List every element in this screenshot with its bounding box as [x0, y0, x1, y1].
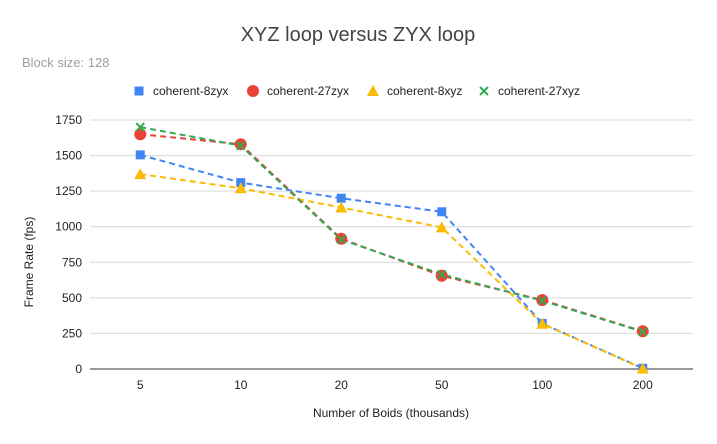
series-line-coherent-27xyz [140, 126, 644, 333]
legend-label: coherent-27zyx [267, 84, 349, 98]
series-markers [134, 122, 649, 374]
data-point-coherent-27zyx [234, 138, 247, 151]
legend-marker-coherent-27xyz [479, 86, 489, 96]
data-point-coherent-27xyz [537, 295, 547, 306]
legend-marker-coherent-27zyx [247, 85, 259, 97]
data-point-coherent-27zyx [435, 269, 448, 282]
x-tick-label: 5 [137, 378, 144, 392]
legend-label: coherent-8xyz [387, 84, 462, 98]
y-tick-label: 0 [75, 362, 82, 376]
legend-marker-coherent-8xyz [367, 85, 379, 96]
marker-stroke [135, 122, 145, 132]
x-tick-label: 200 [633, 378, 653, 392]
y-tick-label: 1500 [55, 149, 82, 163]
y-axis-label: Frame Rate (fps) [22, 217, 36, 308]
data-point-coherent-8zyx [437, 207, 447, 217]
series-line-coherent-8xyz [140, 173, 644, 370]
x-axis-label: Number of Boids (thousands) [313, 406, 469, 420]
data-point-coherent-8xyz [234, 182, 247, 194]
y-tick-label: 250 [62, 326, 82, 340]
data-point-coherent-27xyz [638, 327, 648, 337]
data-point-coherent-8zyx [135, 150, 145, 160]
data-point-coherent-8xyz [435, 221, 448, 233]
legend-label: coherent-8zyx [153, 84, 228, 98]
y-tick-label: 500 [62, 291, 82, 305]
series-lines [139, 126, 644, 370]
data-point-coherent-27xyz [135, 122, 145, 132]
legend-label: coherent-27xyz [498, 84, 580, 98]
data-point-coherent-8zyx [336, 193, 346, 203]
marker-stroke [236, 140, 246, 151]
legend: coherent-8zyx coherent-27zyx coherent-8xyz… [134, 84, 580, 98]
series-line-coherent-27zyx [140, 133, 644, 333]
y-tick-label: 1750 [55, 113, 82, 127]
data-point-coherent-8xyz [536, 317, 549, 329]
y-tick-label: 1000 [55, 220, 82, 234]
data-point-coherent-8xyz [335, 201, 348, 213]
data-point-coherent-8xyz [134, 168, 147, 180]
x-axis-ticks: 5 10 20 50 100 200 [137, 378, 653, 392]
series-line-coherent-8zyx [139, 153, 644, 370]
y-tick-label: 1250 [55, 184, 82, 198]
marker-stroke [638, 327, 648, 337]
gridlines [90, 119, 693, 370]
chart-title: XYZ loop versus ZYX loop [241, 24, 476, 46]
data-point-coherent-27xyz [236, 140, 246, 151]
x-tick-label: 50 [435, 378, 449, 392]
y-tick-label: 750 [62, 255, 82, 269]
marker-stroke [336, 234, 346, 245]
y-axis-ticks: 0 250 500 750 1000 1250 1500 1750 [55, 113, 82, 376]
legend-marker-coherent-8zyx [134, 86, 144, 96]
marker-stroke [437, 269, 447, 280]
x-tick-label: 20 [335, 378, 349, 392]
data-point-coherent-27xyz [437, 269, 447, 280]
marker-stroke [479, 86, 489, 96]
x-tick-label: 10 [234, 378, 248, 392]
x-tick-label: 100 [532, 378, 552, 392]
chart-subtitle: Block size: 128 [22, 55, 109, 70]
data-point-coherent-27xyz [336, 234, 346, 245]
marker-stroke [537, 295, 547, 306]
data-point-coherent-8xyz [636, 362, 649, 374]
